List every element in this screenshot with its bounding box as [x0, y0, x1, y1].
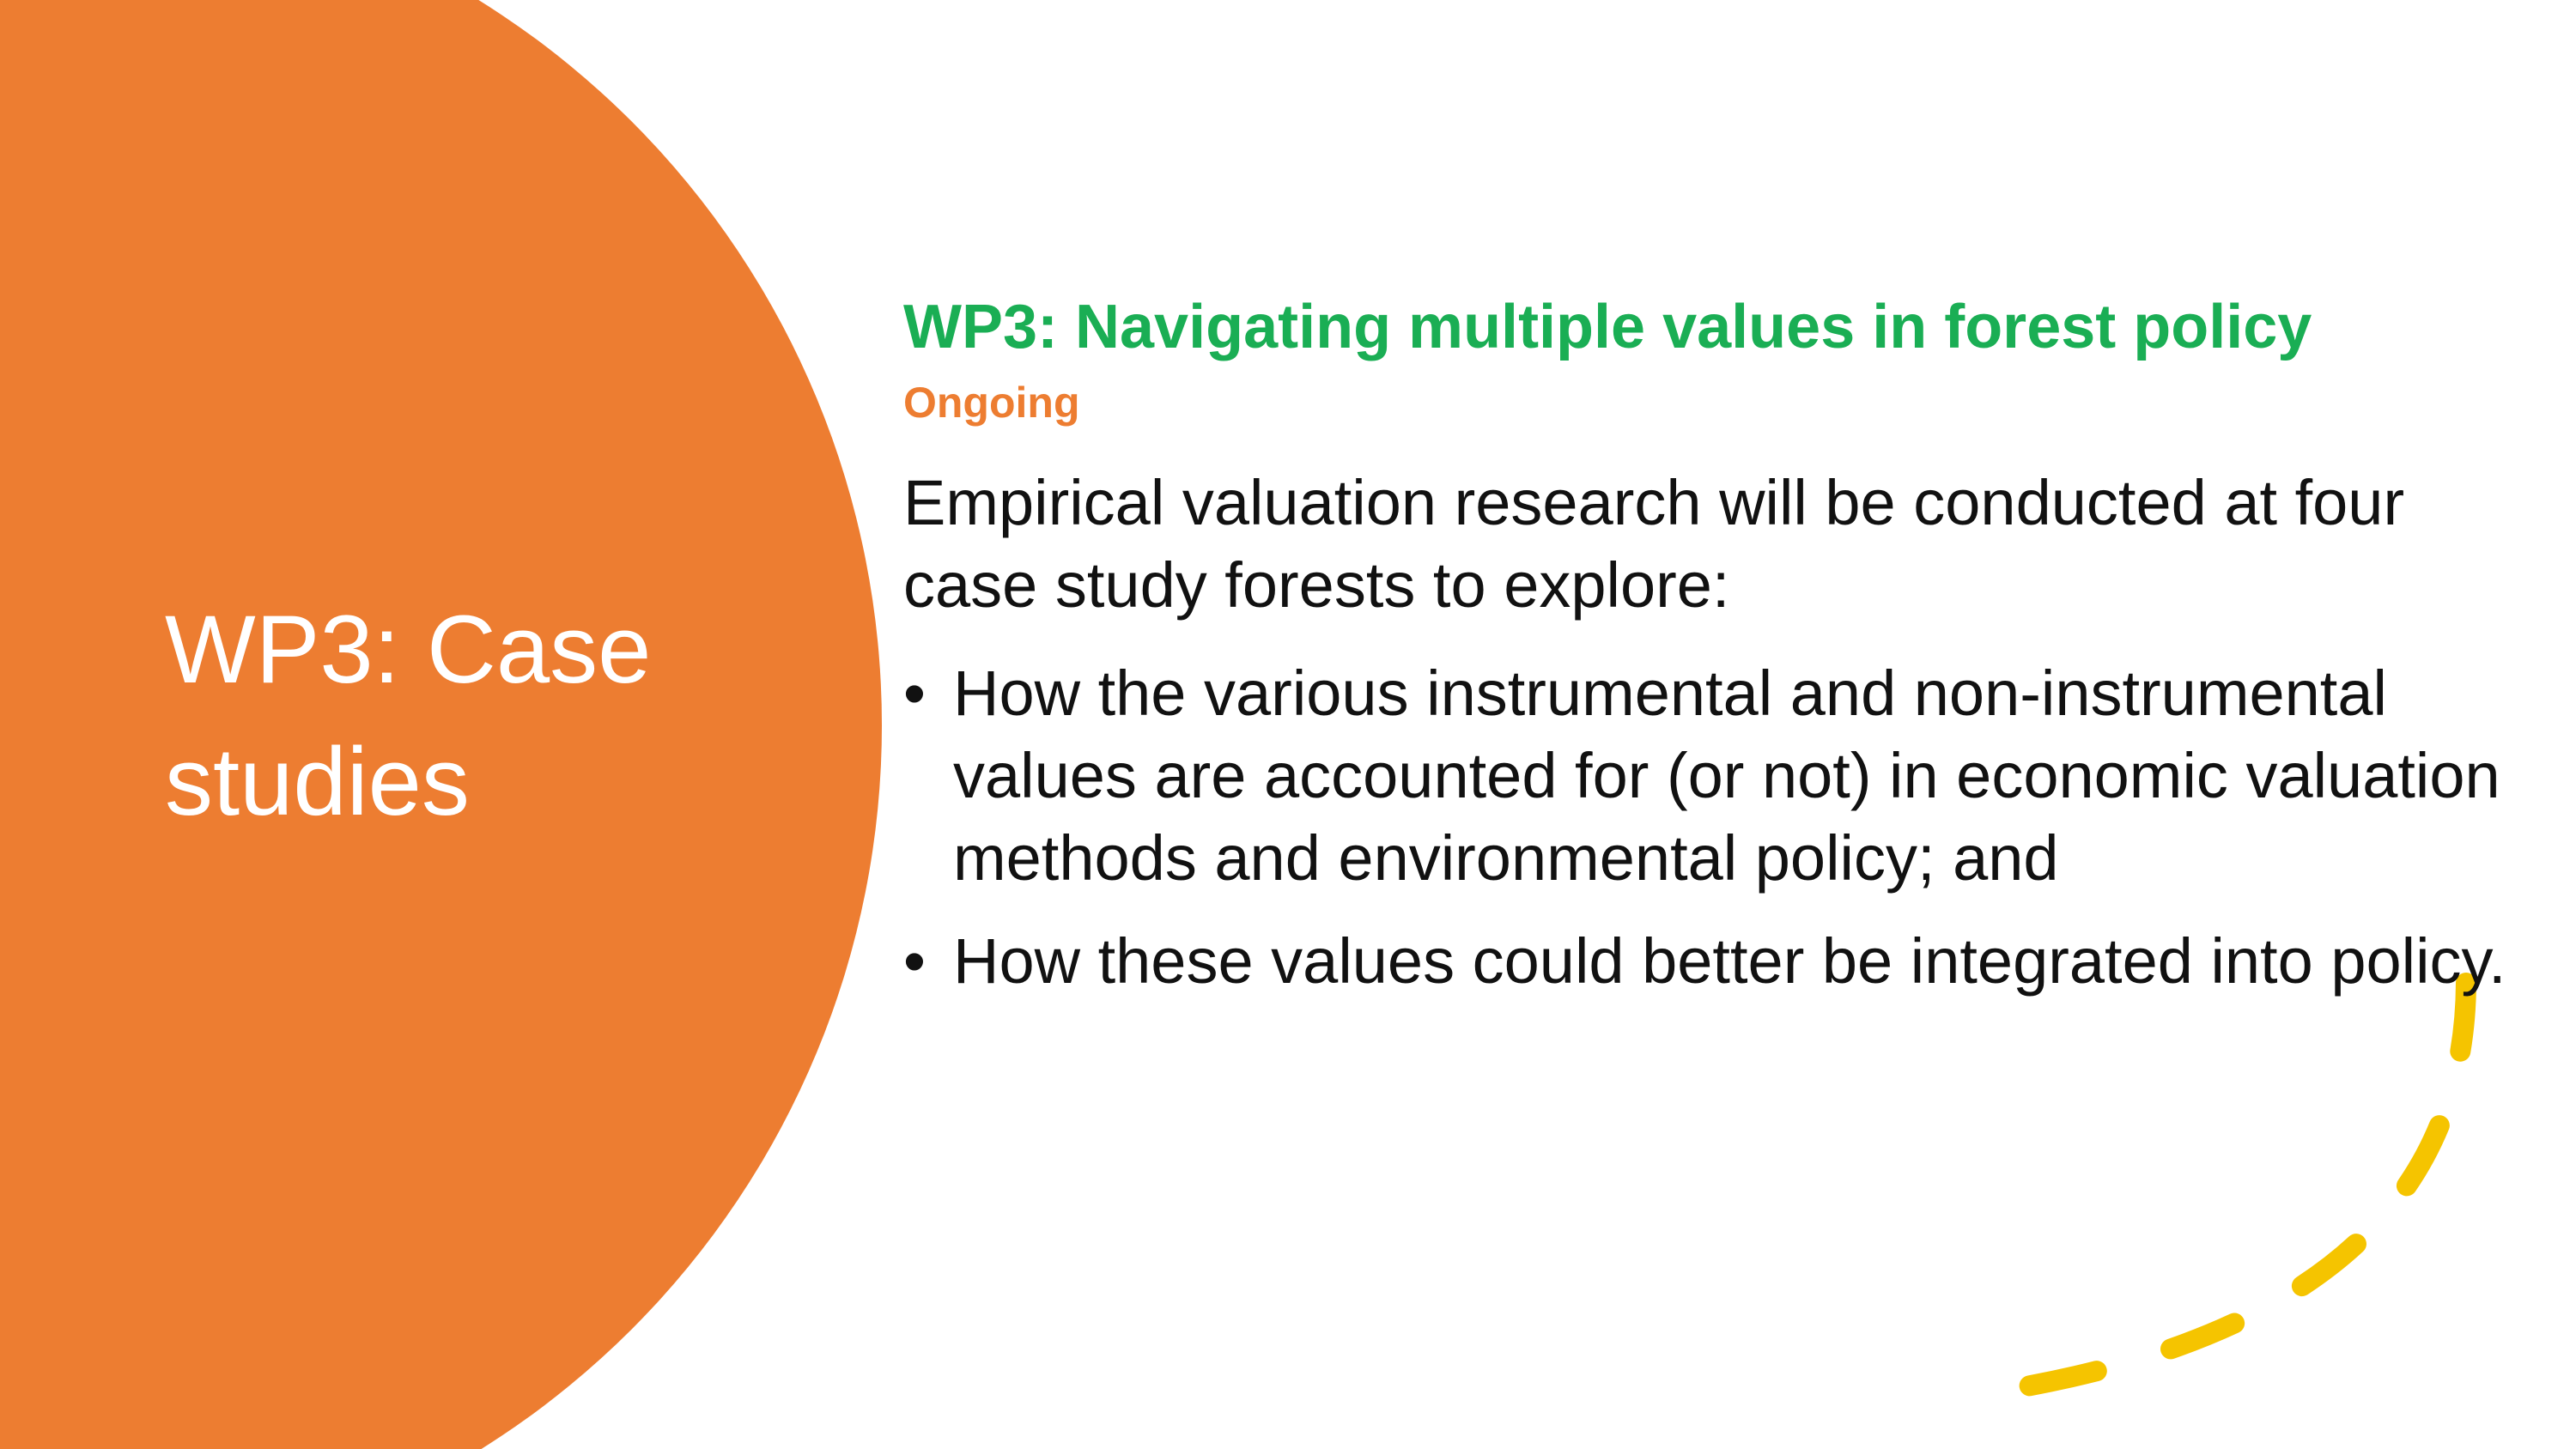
orange-circle	[0, 0, 882, 1449]
intro-text: Empirical valuation research will be con…	[903, 467, 2405, 621]
section-title: WP3: Case studies	[165, 596, 652, 835]
dashed-curve	[2016, 973, 2476, 1397]
bullet-item: How these values could better be integra…	[903, 920, 2552, 1003]
bullet-item: How the various instrumental and non-ins…	[903, 652, 2552, 900]
status: Ongoing	[903, 379, 1080, 427]
bullet-list: How the various instrumental and non-ins…	[903, 652, 2552, 1023]
heading: WP3: Navigating multiple values in fores…	[903, 293, 2312, 361]
